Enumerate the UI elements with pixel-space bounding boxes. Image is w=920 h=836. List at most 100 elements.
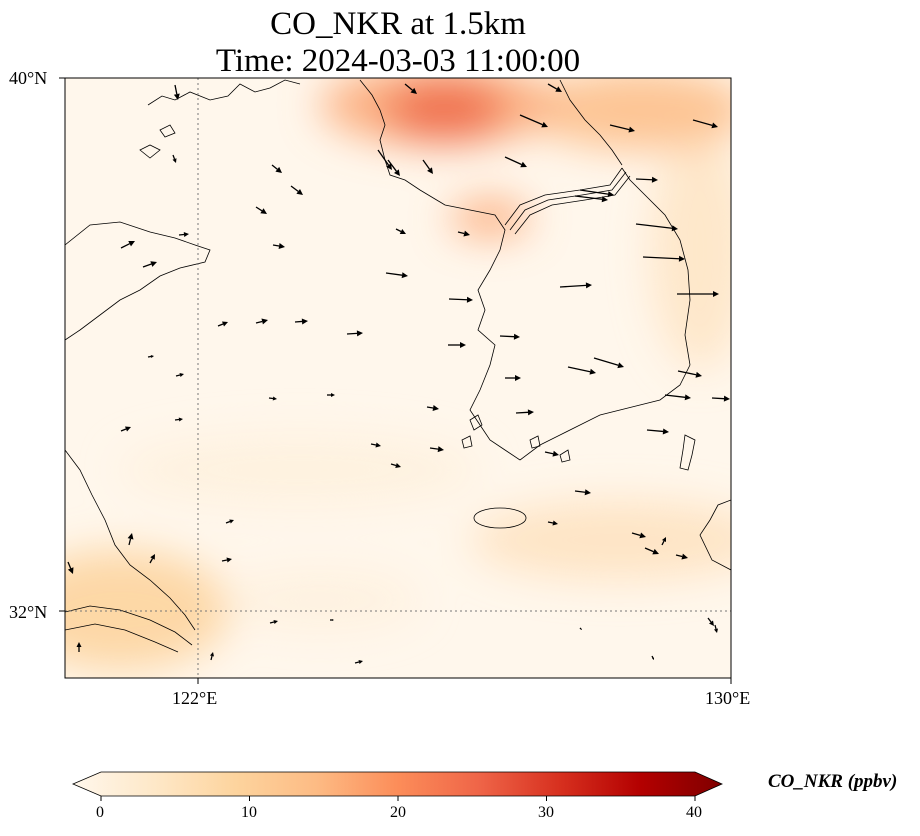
wind-arrow bbox=[505, 375, 521, 381]
wind-arrow-head bbox=[466, 296, 473, 303]
wind-arrow-head bbox=[301, 318, 308, 325]
wind-arrow-shaft bbox=[221, 559, 228, 562]
wind-arrow bbox=[448, 342, 466, 348]
southeast-band bbox=[470, 500, 731, 580]
wind-arrow-shaft bbox=[255, 206, 263, 212]
wind-arrow bbox=[664, 394, 691, 401]
shandong-coast bbox=[65, 221, 211, 341]
tsushima-island bbox=[679, 434, 696, 471]
wind-arrow-shaft bbox=[635, 223, 673, 229]
wind-arrow-shaft bbox=[642, 256, 680, 260]
wind-arrow bbox=[404, 83, 417, 94]
map-title-line-2: Time: 2024-03-03 11:00:00 bbox=[215, 43, 581, 79]
wind-arrow-shaft bbox=[422, 159, 431, 170]
wind-arrow bbox=[579, 189, 614, 198]
dmz-line-1 bbox=[504, 167, 623, 226]
wind-arrow-shaft bbox=[178, 233, 185, 236]
wind-arrow bbox=[395, 228, 406, 234]
northeast-plume bbox=[530, 78, 731, 150]
wind-arrow bbox=[346, 330, 363, 337]
wind-arrow bbox=[217, 321, 228, 327]
wind-arrow-head bbox=[358, 660, 363, 664]
wind-arrow bbox=[609, 124, 635, 133]
korea-south-coast bbox=[519, 364, 691, 461]
wind-arrow-head bbox=[628, 126, 635, 133]
wind-arrow-shaft bbox=[593, 357, 619, 366]
wind-arrow-shaft bbox=[395, 228, 402, 233]
wind-arrow bbox=[354, 660, 363, 664]
wind-arrow bbox=[387, 159, 400, 176]
wind-arrow bbox=[255, 206, 267, 214]
wind-arrow bbox=[579, 627, 582, 630]
wind-arrow bbox=[677, 291, 719, 297]
wind-arrow bbox=[677, 370, 702, 378]
wind-arrow-shaft bbox=[519, 114, 543, 126]
wind-arrow bbox=[692, 119, 718, 129]
wind-arrow-shaft bbox=[567, 366, 591, 373]
wind-arrow-head bbox=[427, 167, 433, 174]
wind-arrow bbox=[127, 533, 134, 546]
wind-vectors bbox=[67, 83, 730, 664]
wind-arrow bbox=[120, 426, 131, 432]
wind-arrow bbox=[149, 554, 155, 564]
wind-arrow bbox=[272, 243, 285, 249]
wind-arrow-shaft bbox=[268, 397, 274, 400]
wind-arrow-head bbox=[125, 426, 131, 432]
wind-arrow-head bbox=[179, 373, 184, 377]
wind-arrow-head bbox=[395, 463, 401, 468]
wind-arrow-shaft bbox=[426, 406, 434, 409]
wind-arrow-head bbox=[401, 272, 408, 279]
wind-arrow-head bbox=[662, 537, 666, 542]
wind-arrow-shaft bbox=[579, 627, 582, 630]
wind-arrow-head bbox=[652, 657, 654, 660]
colorbar-label-0: 0 bbox=[96, 804, 104, 821]
wind-arrow-shaft bbox=[174, 84, 178, 95]
wind-arrow-head bbox=[273, 620, 278, 624]
wind-arrow-shaft bbox=[547, 521, 554, 524]
wind-arrow bbox=[646, 428, 669, 435]
wind-arrow-head bbox=[580, 628, 582, 630]
wind-arrow bbox=[210, 652, 214, 661]
northeast-coast bbox=[559, 79, 623, 166]
dmz-line-3 bbox=[514, 175, 631, 235]
wind-arrow-head bbox=[520, 161, 527, 168]
wind-arrow-shaft bbox=[149, 558, 154, 564]
wind-arrow-shaft bbox=[574, 490, 586, 493]
wind-arrow-head bbox=[150, 261, 157, 267]
wind-arrow bbox=[269, 620, 278, 624]
wind-arrow-shaft bbox=[429, 447, 439, 450]
wind-arrow-shaft bbox=[385, 272, 403, 276]
wind-arrow-shaft bbox=[175, 374, 181, 377]
wind-arrow-shaft bbox=[559, 284, 587, 288]
wind-arrow-head bbox=[515, 375, 521, 381]
wind-arrow-head bbox=[617, 362, 624, 369]
wind-arrow bbox=[426, 405, 439, 411]
wind-arrow-shaft bbox=[651, 655, 654, 659]
wind-arrow-head bbox=[709, 620, 714, 626]
wind-arrow-head bbox=[226, 557, 232, 563]
wind-arrow bbox=[294, 318, 308, 325]
wind-arrow-shaft bbox=[390, 463, 397, 467]
wind-arrow bbox=[567, 366, 596, 375]
colorbar-label-40: 40 bbox=[686, 804, 702, 821]
wind-arrow bbox=[370, 442, 381, 448]
wind-arrow-head bbox=[356, 330, 363, 337]
wind-arrow-shaft bbox=[290, 185, 299, 192]
wind-arrow-head bbox=[331, 393, 335, 397]
wind-arrow-head bbox=[386, 163, 392, 170]
wind-arrow-head bbox=[584, 489, 591, 496]
wind-arrow-head bbox=[410, 87, 417, 94]
wind-arrow-head bbox=[296, 189, 303, 195]
wind-arrow-shaft bbox=[269, 621, 275, 624]
bohai-plume-core bbox=[385, 80, 505, 140]
wind-arrow bbox=[593, 357, 624, 369]
wind-arrow-shaft bbox=[644, 547, 654, 553]
wind-arrow bbox=[255, 318, 268, 325]
wind-arrow-shaft bbox=[128, 538, 132, 546]
wind-arrow bbox=[651, 655, 654, 660]
wind-arrow-shaft bbox=[675, 554, 683, 558]
wind-arrow-shaft bbox=[664, 394, 686, 398]
wind-arrow-shaft bbox=[67, 561, 72, 569]
bohai-islands bbox=[139, 124, 176, 159]
wind-arrow-head bbox=[463, 230, 470, 237]
